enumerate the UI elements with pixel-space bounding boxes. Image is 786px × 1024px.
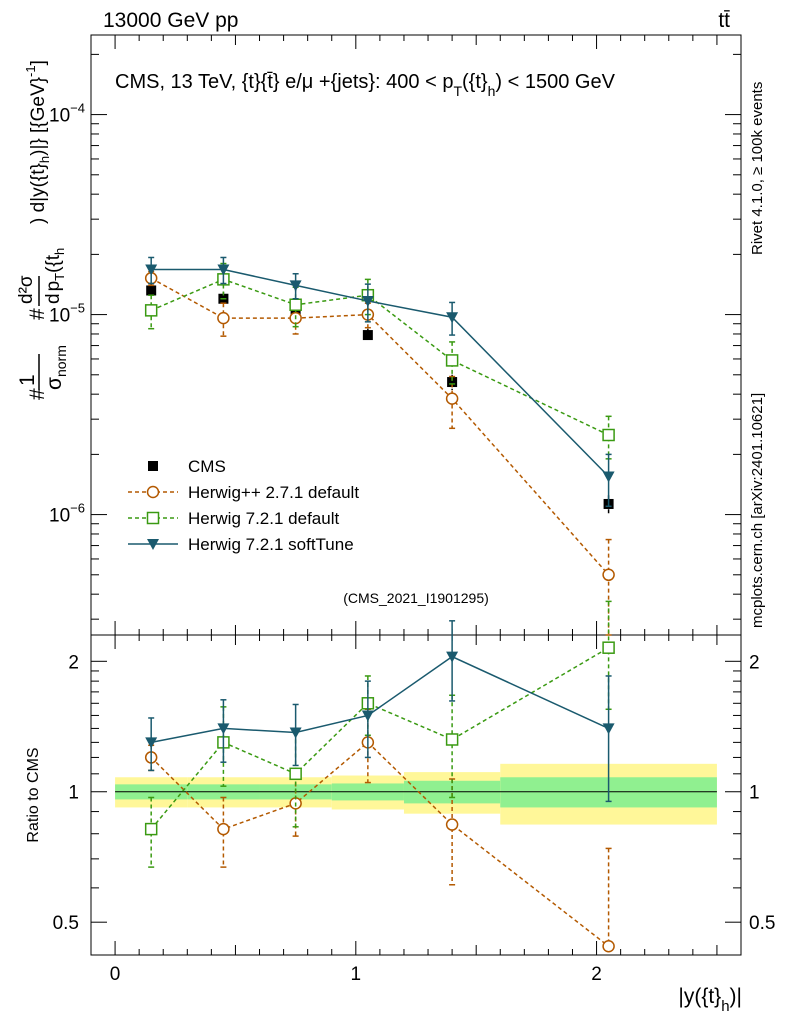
legend-marker-cms — [148, 461, 158, 471]
x-tick-label: 2 — [591, 964, 602, 985]
point-herwig-7-2-1-default — [602, 428, 615, 442]
header-left: 13000 GeV pp — [103, 9, 238, 32]
ratio-point-herwig-7-2-1-softtune — [289, 727, 302, 739]
rivet-label: Rivet 4.1.0, ≥ 100k events — [749, 82, 766, 255]
ratio-tick-label-left: 1 — [68, 783, 79, 804]
ratio-line-herwig-7-2-1-softtune — [151, 655, 609, 744]
svg-text:#: # — [26, 388, 49, 400]
x-tick-label: 1 — [351, 964, 362, 985]
chart-title: CMS, 13 TeV, {t}{t̄} e/μ +{jets}: 400 < … — [115, 71, 616, 99]
point-herwig-7-2-1-softtune — [217, 264, 230, 276]
ratio-tick-label-left: 2 — [68, 652, 79, 673]
ratio-point-herwig-2-7-1-default — [217, 822, 230, 836]
ratio-tick-label-right: 2 — [749, 652, 760, 673]
y-tick-label: 10−4 — [49, 101, 85, 127]
mcplots-label: mcplots.cern.ch [arXiv:2401.10621] — [749, 393, 766, 628]
marks-group — [144, 256, 615, 636]
ratio-tick-label-right: 0.5 — [749, 913, 775, 934]
ratio-point-herwig-7-2-1-default — [602, 641, 615, 654]
svg-text:#: # — [26, 308, 49, 320]
legend: CMS Herwig++ 2.7.1 default Herwig 7.2.1 de… — [128, 457, 359, 554]
point-herwig-7-2-1-softtune — [361, 295, 374, 307]
point-herwig-2-7-1-default — [217, 311, 230, 325]
y-tick-label: 10−6 — [49, 501, 85, 527]
ratio-line-herwig-7-2-1-default — [150, 647, 609, 830]
legend-marker-herwig-7-2-1-softtune — [147, 539, 159, 550]
axes-group: 0 1 2 10−6 10−5 10−4 0.5 0.5 1 1 2 2 — [49, 35, 775, 985]
y-axis-label: # 1 σnorm # d²σ dpT({th ) d|y({t}h)|} [{… — [16, 60, 69, 400]
x-tick-label: 0 — [110, 964, 121, 985]
x-axis-label: |y({t}h)| — [678, 985, 742, 1015]
svg-text:1: 1 — [16, 374, 39, 386]
ratio-point-herwig-7-2-1-default — [445, 733, 459, 746]
ratio-plot-frame — [90, 634, 742, 956]
ratio-point-herwig-7-2-1-softtune — [145, 737, 158, 749]
point-cms — [447, 377, 458, 388]
point-cms — [146, 285, 157, 296]
ratio-tick-label-right: 1 — [749, 783, 760, 804]
header-right: tt̄ — [718, 9, 730, 32]
y-tick-label: 10−5 — [49, 301, 85, 327]
ratio-tick-label-left: 0.5 — [53, 913, 79, 934]
point-herwig-7-2-1-default — [144, 304, 158, 317]
svg-text:d²σ: d²σ — [16, 275, 37, 304]
legend-label-cms: CMS — [188, 457, 226, 476]
legend-marker-herwig-7-2-1-default — [146, 511, 160, 525]
ratio-point-herwig-2-7-1-default — [602, 939, 615, 953]
point-herwig-7-2-1-default — [445, 354, 459, 367]
point-herwig-2-7-1-default — [445, 392, 459, 405]
legend-label-herwig-7-2-1-default: Herwig 7.2.1 default — [188, 509, 339, 528]
ratio-point-herwig-7-2-1-softtune — [217, 723, 230, 735]
point-herwig-7-2-1-default — [289, 298, 302, 311]
svg-text:) d|y({t}h)|} [{GeV}-1]: ) d|y({t}h)|} [{GeV}-1] — [23, 60, 52, 224]
ratio-point-herwig-7-2-1-softtune — [361, 710, 374, 722]
point-herwig-2-7-1-default — [602, 568, 615, 582]
svg-text:dpT({th: dpT({th — [43, 248, 67, 304]
point-herwig-7-2-1-softtune — [446, 312, 459, 324]
point-herwig-7-2-1-softtune — [602, 471, 615, 483]
ratio-band-group — [115, 763, 717, 825]
legend-marker-herwig-2-7-1-default — [146, 485, 160, 499]
ratio-point-herwig-7-2-1-default — [144, 822, 158, 836]
analysis-tag: (CMS_2021_I1901295) — [343, 590, 489, 606]
ratio-point-herwig-7-2-1-default — [289, 767, 302, 781]
ratio-point-herwig-2-7-1-default — [445, 818, 459, 831]
svg-text:σnorm: σnorm — [43, 345, 69, 390]
point-cms — [362, 330, 373, 341]
series-line-herwig-7-2-1-softtune — [151, 268, 610, 478]
ratio-point-herwig-7-2-1-softtune — [602, 723, 615, 735]
ratio-y-label: Ratio to CMS — [25, 747, 42, 842]
legend-label-herwig-2-7-1-default: Herwig++ 2.7.1 default — [188, 483, 359, 502]
series-line-herwig-2-7-1-default — [150, 277, 610, 576]
ratio-point-herwig-7-2-1-softtune — [446, 651, 459, 663]
series-line-herwig-7-2-1-default — [150, 278, 609, 436]
ratio-line-herwig-2-7-1-default — [150, 741, 610, 947]
point-herwig-7-2-1-softtune — [145, 264, 158, 276]
point-herwig-7-2-1-softtune — [289, 280, 302, 292]
ratio-marks-group — [144, 600, 615, 953]
legend-label-herwig-7-2-1-softtune: Herwig 7.2.1 softTune — [188, 535, 354, 554]
